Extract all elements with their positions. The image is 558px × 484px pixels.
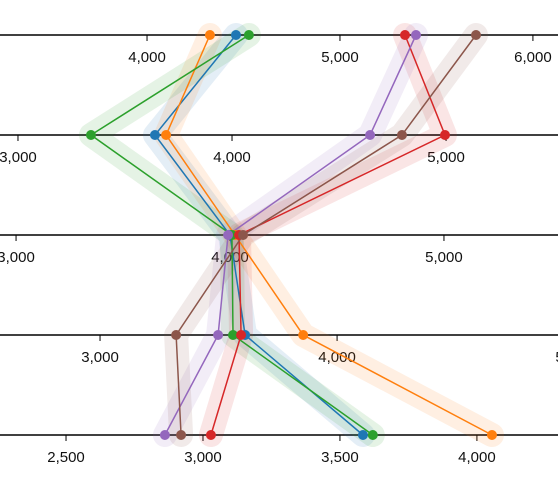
point xyxy=(298,330,309,340)
point xyxy=(161,130,172,140)
tick-label: 3,000 xyxy=(0,149,37,166)
tick-label: 6,000 xyxy=(514,49,552,66)
tick-label: 2,500 xyxy=(47,449,85,466)
point xyxy=(213,330,224,340)
point xyxy=(85,130,96,140)
tick-label: 4,000 xyxy=(318,349,356,366)
point xyxy=(205,430,216,440)
point xyxy=(399,30,410,40)
tick-label: 5,000 xyxy=(321,49,359,66)
point xyxy=(204,30,215,40)
point xyxy=(367,430,378,440)
tick-label: 3,000 xyxy=(81,349,119,366)
point xyxy=(228,330,239,340)
tick-label: 5,000 xyxy=(427,149,465,166)
point xyxy=(243,30,254,40)
tick-label: 5,000 xyxy=(425,249,463,266)
point xyxy=(159,430,170,440)
point xyxy=(230,30,241,40)
point xyxy=(365,130,376,140)
point xyxy=(236,330,247,340)
tick-label: 3,000 xyxy=(184,449,222,466)
point xyxy=(149,130,160,140)
point xyxy=(486,430,497,440)
points xyxy=(85,30,497,440)
tick-label: 4,000 xyxy=(458,449,496,466)
tick-label: 3,500 xyxy=(321,449,359,466)
point xyxy=(223,230,234,240)
point xyxy=(470,30,481,40)
point xyxy=(238,230,249,240)
tick-label: 4,000 xyxy=(128,49,166,66)
point xyxy=(410,30,421,40)
point xyxy=(357,430,368,440)
tick-label: 3,000 xyxy=(0,249,35,266)
point xyxy=(396,130,407,140)
point xyxy=(176,430,187,440)
tick-label: 5,000 xyxy=(555,349,558,366)
point xyxy=(439,130,450,140)
tick-label: 4,000 xyxy=(213,149,251,166)
point xyxy=(171,330,182,340)
